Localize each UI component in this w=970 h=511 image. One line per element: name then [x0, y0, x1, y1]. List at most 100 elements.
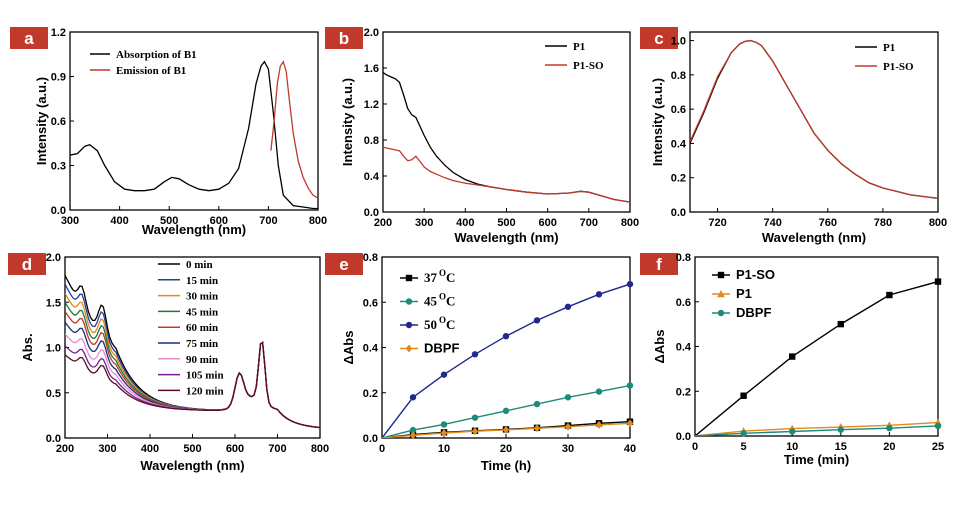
legend-label-degree: O — [439, 315, 446, 325]
legend-label-name: DBPF — [736, 305, 771, 320]
legend-label: 15 min — [186, 275, 218, 287]
x-tick-label: 200 — [374, 217, 392, 229]
data-point-f-0 — [886, 291, 893, 299]
x-tick-label: 760 — [819, 217, 837, 229]
panel-label-text: d — [22, 255, 32, 274]
data-point-f-2 — [740, 430, 747, 437]
chart-panel-f: f 0 5 10 15 20 25 0.0 0.2 0.4 0.6 0.8 Time (min) ΔAbs… — [640, 252, 944, 467]
y-axis-label: Abs. — [20, 333, 35, 361]
x-tick-label: 25 — [932, 441, 944, 453]
y-tick-label: 0.8 — [364, 135, 379, 147]
plot-frame — [689, 31, 939, 213]
legend-label: 45 OC — [424, 292, 455, 309]
x-tick-label: 0 — [692, 441, 698, 453]
x-tick-label: 500 — [183, 443, 201, 455]
data-point-e-1 — [471, 414, 479, 421]
series-line-a-1 — [270, 60, 318, 199]
legend-label: 90 min — [186, 354, 218, 366]
y-tick-label: 0.4 — [364, 171, 380, 183]
data-point-e-1 — [409, 426, 417, 434]
y-tick-label: 0.9 — [51, 72, 66, 84]
panel-label-f: f — [640, 253, 678, 275]
series-line-a-0 — [70, 60, 318, 210]
data-point-e-1 — [502, 407, 510, 415]
series-line-f-1 — [695, 421, 938, 436]
legend-label-name: P1 — [736, 286, 752, 301]
series-line-b-1 — [383, 146, 630, 203]
legend-marker — [405, 298, 413, 305]
legend-label-name: 0 min — [186, 259, 213, 271]
panel-label-box — [8, 253, 46, 275]
legend-label-name: 90 min — [186, 354, 218, 366]
panel-label-text: e — [339, 255, 348, 274]
chart-panel-d: d 200 300 400 500 600 700 800 0.0 0.5 1.0 1.5 2.0 Wav… — [8, 252, 329, 473]
y-tick-label: 0.8 — [676, 252, 691, 264]
data-point-f-2 — [934, 422, 942, 430]
y-tick-label: 0.0 — [46, 433, 61, 445]
x-tick-label: 780 — [874, 217, 892, 229]
data-point-e-2 — [471, 351, 479, 358]
x-tick-label: 0 — [379, 443, 385, 455]
legend-label: P1-SO — [573, 60, 604, 72]
x-tick-label: 300 — [415, 217, 433, 229]
x-tick-label: 700 — [580, 217, 598, 229]
panel-label-box — [10, 27, 48, 49]
panel-label-a: a — [10, 27, 48, 49]
legend-label-name: 45 min — [186, 306, 218, 318]
legend-label-degree: O — [439, 268, 446, 278]
data-point-e-3 — [502, 425, 510, 434]
legend-label: 60 min — [186, 322, 218, 334]
data-point-e-3 — [626, 419, 634, 428]
x-tick-label: 400 — [110, 215, 128, 227]
legend-label-name: P1 — [573, 41, 585, 53]
legend-label: P1 — [736, 286, 752, 301]
chart-panel-a: a 300 400 500 600 700 800 0.0 0.3 0.6 0.9 1.2 Wavele… — [10, 27, 327, 237]
x-tick-label: 500 — [160, 215, 178, 227]
x-tick-label: 720 — [708, 217, 726, 229]
y-tick-label: 1.0 — [46, 343, 61, 355]
legend-label-name: 60 min — [186, 322, 218, 334]
data-point-e-3 — [440, 429, 448, 438]
data-point-e-1 — [564, 394, 572, 401]
legend-marker — [717, 309, 725, 317]
series-line-f-0 — [695, 280, 938, 436]
legend-label: 0 min — [186, 259, 213, 271]
legend-c: P1 P1-SO — [855, 42, 914, 73]
y-axis-label: Intensity (a.u.) — [340, 78, 355, 166]
data-point-e-2 — [533, 317, 541, 324]
y-tick-label: 0.0 — [364, 207, 379, 219]
legend-label: P1 — [573, 41, 585, 53]
panel-label-box — [640, 27, 678, 49]
x-tick-label: 400 — [456, 217, 474, 229]
x-tick-label: 300 — [98, 443, 116, 455]
legend-label-degree: O — [439, 292, 446, 302]
panel-label-box — [325, 253, 363, 275]
legend-label-name: Emission of B1 — [116, 65, 186, 77]
y-tick-label: 0.5 — [46, 388, 61, 400]
series-line-e-2 — [382, 283, 630, 438]
series-line-c-1 — [690, 39, 938, 199]
y-tick-label: 0.6 — [363, 297, 378, 309]
y-tick-label: 1.2 — [51, 27, 66, 39]
legend-label: P1-SO — [736, 267, 775, 282]
legend-label-unit: C — [446, 270, 455, 285]
y-tick-label: 0.6 — [676, 297, 691, 309]
y-axis-label: Intensity (a.u.) — [34, 77, 49, 165]
legend-label: 120 min — [186, 385, 224, 397]
data-point-e-1 — [533, 400, 541, 408]
x-tick-label: 200 — [56, 443, 74, 455]
data-point-e-2 — [564, 303, 572, 310]
x-axis-label: Wavelength (nm) — [454, 230, 558, 245]
y-tick-label: 0.2 — [671, 173, 686, 185]
x-tick-label: 700 — [268, 443, 286, 455]
data-point-f-0 — [740, 392, 747, 399]
legend-label-name: 120 min — [186, 385, 224, 397]
x-tick-label: 400 — [141, 443, 159, 455]
legend-label-unit: C — [446, 294, 455, 309]
panel-label-text: f — [656, 255, 662, 274]
y-tick-label: 0.2 — [676, 386, 691, 398]
panel-label-text: a — [24, 29, 34, 48]
